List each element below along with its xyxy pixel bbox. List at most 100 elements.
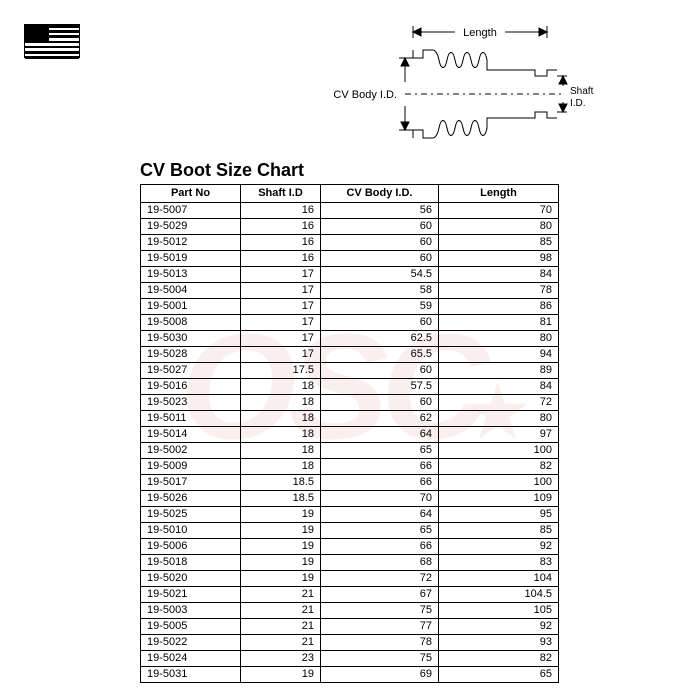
cell-shaft: 19 <box>241 523 321 539</box>
cell-length: 109 <box>439 491 559 507</box>
cell-body: 60 <box>321 315 439 331</box>
table-row: 19-5006196692 <box>141 539 559 555</box>
cell-shaft: 17 <box>241 315 321 331</box>
cell-part: 19-5026 <box>141 491 241 507</box>
table-row: 19-5014186497 <box>141 427 559 443</box>
table-row: 19-5012166085 <box>141 235 559 251</box>
cell-shaft: 18 <box>241 411 321 427</box>
cell-body: 62 <box>321 411 439 427</box>
cell-part: 19-5001 <box>141 299 241 315</box>
cell-length: 85 <box>439 523 559 539</box>
cell-part: 19-5006 <box>141 539 241 555</box>
diagram-body-label: CV Body I.D. <box>333 89 397 101</box>
cell-body: 60 <box>321 251 439 267</box>
table-row: 19-50301762.580 <box>141 331 559 347</box>
cell-body: 60 <box>321 363 439 379</box>
cell-body: 70 <box>321 491 439 507</box>
cell-part: 19-5028 <box>141 347 241 363</box>
cell-length: 104.5 <box>439 587 559 603</box>
cell-body: 64 <box>321 507 439 523</box>
table-row: 19-5007165670 <box>141 203 559 219</box>
table-row: 19-5024237582 <box>141 651 559 667</box>
cell-length: 82 <box>439 459 559 475</box>
cell-length: 93 <box>439 635 559 651</box>
table-row: 19-502618.570109 <box>141 491 559 507</box>
cell-part: 19-5017 <box>141 475 241 491</box>
table-header-row: Part No Shaft I.D CV Body I.D. Length <box>141 185 559 203</box>
cell-length: 89 <box>439 363 559 379</box>
cell-shaft: 18.5 <box>241 491 321 507</box>
table-row: 19-50032175105 <box>141 603 559 619</box>
cell-shaft: 21 <box>241 635 321 651</box>
cell-length: 92 <box>439 539 559 555</box>
table-row: 19-502717.56089 <box>141 363 559 379</box>
cell-body: 58 <box>321 283 439 299</box>
table-row: 19-5005217792 <box>141 619 559 635</box>
cell-body: 57.5 <box>321 379 439 395</box>
table-row: 19-50212167104.5 <box>141 587 559 603</box>
table-row: 19-5029166080 <box>141 219 559 235</box>
cell-length: 65 <box>439 667 559 683</box>
cell-part: 19-5022 <box>141 635 241 651</box>
table-row: 19-50201972104 <box>141 571 559 587</box>
cell-part: 19-5031 <box>141 667 241 683</box>
cell-body: 72 <box>321 571 439 587</box>
col-header-shaft: Shaft I.D <box>241 185 321 203</box>
cell-part: 19-5010 <box>141 523 241 539</box>
cell-length: 105 <box>439 603 559 619</box>
cell-shaft: 18 <box>241 427 321 443</box>
cell-shaft: 18.5 <box>241 475 321 491</box>
cell-length: 98 <box>439 251 559 267</box>
table-row: 19-5022217893 <box>141 635 559 651</box>
cell-body: 60 <box>321 235 439 251</box>
cell-body: 60 <box>321 395 439 411</box>
cell-shaft: 23 <box>241 651 321 667</box>
cell-body: 66 <box>321 459 439 475</box>
cell-body: 56 <box>321 203 439 219</box>
cell-part: 19-5020 <box>141 571 241 587</box>
cell-length: 97 <box>439 427 559 443</box>
cell-part: 19-5007 <box>141 203 241 219</box>
cell-part: 19-5030 <box>141 331 241 347</box>
cell-body: 64 <box>321 427 439 443</box>
cell-body: 66 <box>321 539 439 555</box>
table-row: 19-5011186280 <box>141 411 559 427</box>
cell-shaft: 16 <box>241 251 321 267</box>
cell-length: 100 <box>439 475 559 491</box>
table-row: 19-5031196965 <box>141 667 559 683</box>
cell-body: 78 <box>321 635 439 651</box>
cell-shaft: 17 <box>241 283 321 299</box>
cell-length: 80 <box>439 219 559 235</box>
cell-part: 19-5013 <box>141 267 241 283</box>
cell-length: 83 <box>439 555 559 571</box>
cell-part: 19-5018 <box>141 555 241 571</box>
table-row: 19-5009186682 <box>141 459 559 475</box>
table-row: 19-50021865100 <box>141 443 559 459</box>
cell-shaft: 18 <box>241 379 321 395</box>
cell-shaft: 16 <box>241 219 321 235</box>
table-row: 19-5004175878 <box>141 283 559 299</box>
cv-boot-diagram: Length CV Body I.D. Shaft I.D. <box>305 14 595 164</box>
cell-length: 82 <box>439 651 559 667</box>
cell-length: 84 <box>439 379 559 395</box>
cell-body: 59 <box>321 299 439 315</box>
cell-part: 19-5004 <box>141 283 241 299</box>
cell-shaft: 16 <box>241 203 321 219</box>
cell-part: 19-5027 <box>141 363 241 379</box>
col-header-body: CV Body I.D. <box>321 185 439 203</box>
cell-length: 85 <box>439 235 559 251</box>
cell-shaft: 16 <box>241 235 321 251</box>
table-row: 19-5001175986 <box>141 299 559 315</box>
col-header-length: Length <box>439 185 559 203</box>
cell-shaft: 18 <box>241 459 321 475</box>
cell-part: 19-5024 <box>141 651 241 667</box>
cell-body: 65 <box>321 443 439 459</box>
cell-length: 72 <box>439 395 559 411</box>
cell-shaft: 19 <box>241 555 321 571</box>
cell-body: 75 <box>321 603 439 619</box>
table-row: 19-5023186072 <box>141 395 559 411</box>
cell-part: 19-5003 <box>141 603 241 619</box>
cell-shaft: 17 <box>241 347 321 363</box>
cell-length: 84 <box>439 267 559 283</box>
cell-shaft: 19 <box>241 667 321 683</box>
